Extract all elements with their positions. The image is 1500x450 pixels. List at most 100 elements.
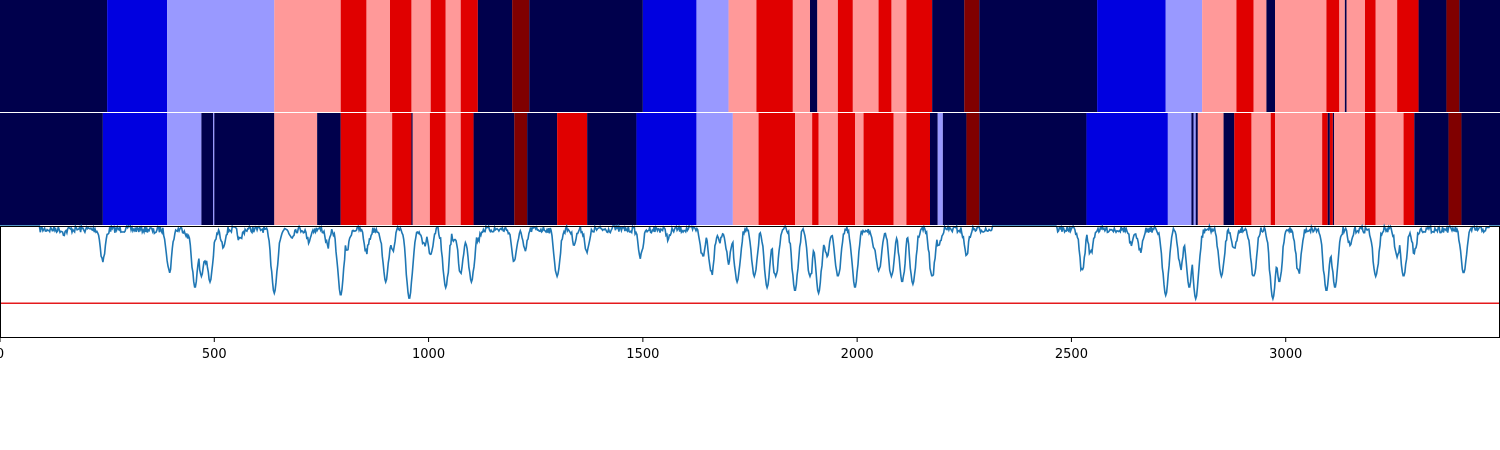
heatmap-cell — [1414, 113, 1449, 225]
heatmap-cell — [1270, 113, 1275, 225]
heatmap-cell — [893, 113, 907, 225]
heatmap-cell — [477, 0, 513, 112]
heatmap-cell — [1191, 113, 1194, 225]
series-line — [0, 222, 1500, 302]
heatmap-cell — [1326, 0, 1340, 112]
heatmap-cell — [1236, 0, 1254, 112]
heatmap-cell — [863, 113, 894, 225]
heatmap-cell — [1459, 0, 1500, 112]
heatmap-cell — [756, 0, 793, 112]
heatmap-cell — [1346, 0, 1365, 112]
heatmap-cell — [855, 113, 864, 225]
heatmap-cell — [1322, 113, 1328, 225]
heatmap-cell — [758, 113, 795, 225]
heatmap-cell — [527, 113, 558, 225]
heatmap-cell — [340, 113, 367, 225]
x-tick-label: 3000 — [1269, 347, 1302, 362]
heatmap-cell — [1461, 113, 1500, 225]
heatmap-cell — [906, 113, 930, 225]
heatmap-cell — [1334, 113, 1365, 225]
heatmap-cell — [274, 0, 341, 112]
heatmap-cell — [837, 0, 853, 112]
heatmap-cell — [1086, 113, 1168, 225]
x-tick-label: 500 — [202, 347, 227, 362]
heatmap-cell — [317, 113, 341, 225]
heatmap-cell — [812, 113, 819, 225]
x-tick-label: 1000 — [412, 347, 445, 362]
heatmap-cell — [0, 0, 108, 112]
heatmap-cell — [201, 113, 213, 225]
heatmap-cell — [636, 113, 697, 225]
heatmap-cell — [696, 0, 729, 112]
heatmap-cell — [445, 0, 461, 112]
heatmap-cell — [1097, 0, 1166, 112]
heatmap-cell — [213, 113, 215, 225]
heatmap-cell — [473, 113, 515, 225]
heatmap-cell — [587, 113, 637, 225]
heatmap-cell — [411, 113, 413, 225]
heatmap-cell — [429, 113, 446, 225]
heatmap-cell — [460, 113, 474, 225]
heatmap-cell — [1327, 113, 1330, 225]
heatmap-panel-top — [0, 0, 1500, 112]
heatmap-cell — [1253, 0, 1267, 112]
heatmap-cell — [964, 0, 980, 112]
heatmap-cell — [891, 0, 907, 112]
heatmap-cell — [1397, 0, 1419, 112]
heatmap-cell — [1167, 113, 1192, 225]
heatmap-cell — [817, 0, 838, 112]
x-tick-label: 2000 — [841, 347, 874, 362]
heatmap-cell — [1193, 113, 1196, 225]
heatmap-cell — [1165, 0, 1203, 112]
heatmap-cell — [810, 0, 818, 112]
heatmap-cell — [1339, 0, 1345, 112]
x-tick-label: 1500 — [626, 347, 659, 362]
heatmap-cell — [1403, 113, 1415, 225]
x-tick-label: 0 — [0, 347, 4, 362]
heatmap-cell — [1418, 0, 1447, 112]
heatmap-panel-middle — [0, 113, 1500, 225]
heatmap-cell — [1275, 113, 1323, 225]
heatmap-cell — [167, 113, 202, 225]
heatmap-cell — [392, 113, 412, 225]
heatmap-cell — [937, 113, 943, 225]
heatmap-cell — [1251, 113, 1271, 225]
heatmap-cell — [514, 113, 528, 225]
heatmap-cell — [102, 113, 168, 225]
heatmap-cell — [642, 0, 697, 112]
heatmap-cell — [445, 113, 461, 225]
heatmap-cell — [430, 0, 446, 112]
heatmap-cell — [795, 113, 813, 225]
heatmap-cell — [1446, 0, 1460, 112]
heatmap-cell — [412, 113, 430, 225]
heatmap-cell — [979, 0, 1098, 112]
heatmap-cell — [1234, 113, 1252, 225]
heatmap-cell — [167, 0, 275, 112]
heatmap-cell — [411, 0, 431, 112]
heatmap-cell — [1344, 0, 1347, 112]
heatmap-cell — [1202, 0, 1237, 112]
heatmap-cell — [1223, 113, 1235, 225]
x-axis: 0 500 1000 1500 2000 2500 3000 — [0, 338, 1302, 362]
heatmap-cell — [966, 113, 980, 225]
heatmap-cell — [732, 113, 759, 225]
heatmap-cell — [1375, 0, 1398, 112]
heatmap-cell — [512, 0, 530, 112]
heatmap-cell — [1375, 113, 1404, 225]
heatmap-cell — [1266, 0, 1275, 112]
heatmap-cell — [792, 0, 810, 112]
heatmap-cell — [274, 113, 318, 225]
heatmap-cell — [837, 113, 855, 225]
heatmap-cell — [0, 113, 103, 225]
heatmap-cell — [696, 113, 733, 225]
heatmap-cell — [818, 113, 838, 225]
heatmap-cell — [366, 0, 390, 112]
heatmap-cell — [1448, 113, 1462, 225]
heatmap-cell — [942, 113, 967, 225]
heatmap-cell — [1195, 113, 1198, 225]
heatmap-cell — [529, 0, 643, 112]
heatmap-cell — [366, 113, 393, 225]
heatmap-cell — [1332, 113, 1335, 225]
heatmap-cell — [1197, 113, 1224, 225]
